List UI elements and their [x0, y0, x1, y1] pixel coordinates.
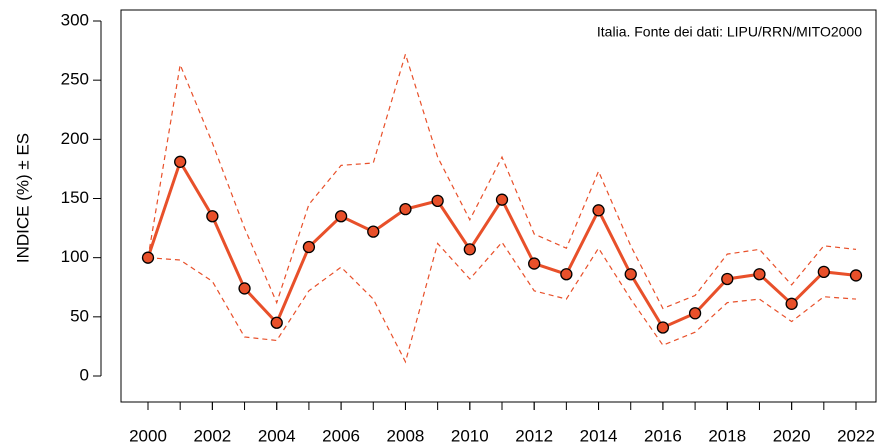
data-point — [141, 251, 155, 264]
data-point — [753, 268, 766, 281]
data-point — [656, 321, 670, 334]
data-point — [817, 265, 830, 279]
y-tick-label: 300 — [61, 10, 89, 29]
data-point — [174, 155, 187, 168]
data-point — [238, 282, 251, 295]
data-point — [431, 194, 444, 208]
y-tick-label: 50 — [70, 306, 89, 325]
x-tick-label: 2012 — [515, 426, 553, 445]
x-tick-label: 2008 — [387, 426, 425, 445]
data-point — [624, 268, 637, 281]
y-tick-label: 0 — [80, 365, 89, 384]
x-tick-label: 2002 — [193, 426, 231, 445]
data-point — [785, 297, 798, 310]
data-point — [849, 269, 863, 282]
x-tick-label: 2006 — [322, 426, 360, 445]
series-line — [146, 158, 857, 330]
y-tick-label: 250 — [61, 70, 89, 89]
y-tick-label: 150 — [61, 188, 89, 207]
error-band-line — [147, 241, 857, 364]
data-point — [721, 272, 734, 286]
annotation: Italia. Fonte dei dati: LIPU/RRN/MITO200… — [597, 24, 862, 40]
x-tick-label: 2020 — [773, 426, 811, 445]
data-point — [592, 204, 605, 217]
x-tick-label: 2014 — [580, 426, 618, 445]
data-point — [334, 210, 348, 223]
data-point — [270, 316, 283, 329]
x-tick-label: 2004 — [258, 426, 296, 445]
data-point — [463, 243, 476, 256]
x-tick-label: 2016 — [644, 426, 682, 445]
x-tick-label: 2018 — [708, 426, 746, 445]
x-tick-label: 2000 — [129, 426, 167, 445]
data-point — [206, 210, 219, 223]
data-point — [399, 202, 412, 216]
y-tick-label: 200 — [61, 129, 89, 148]
data-point — [688, 307, 702, 320]
data-point — [528, 257, 541, 270]
y-tick-label: 100 — [61, 247, 89, 266]
data-point — [560, 268, 573, 281]
x-tick-label: 2022 — [837, 426, 875, 445]
x-tick-label: 2010 — [451, 426, 489, 445]
error-band-line — [147, 52, 857, 310]
data-point — [495, 193, 509, 206]
data-point — [367, 225, 380, 238]
data-point — [302, 240, 316, 254]
y-axis-label: INDICE (%) ± ES — [13, 133, 32, 263]
